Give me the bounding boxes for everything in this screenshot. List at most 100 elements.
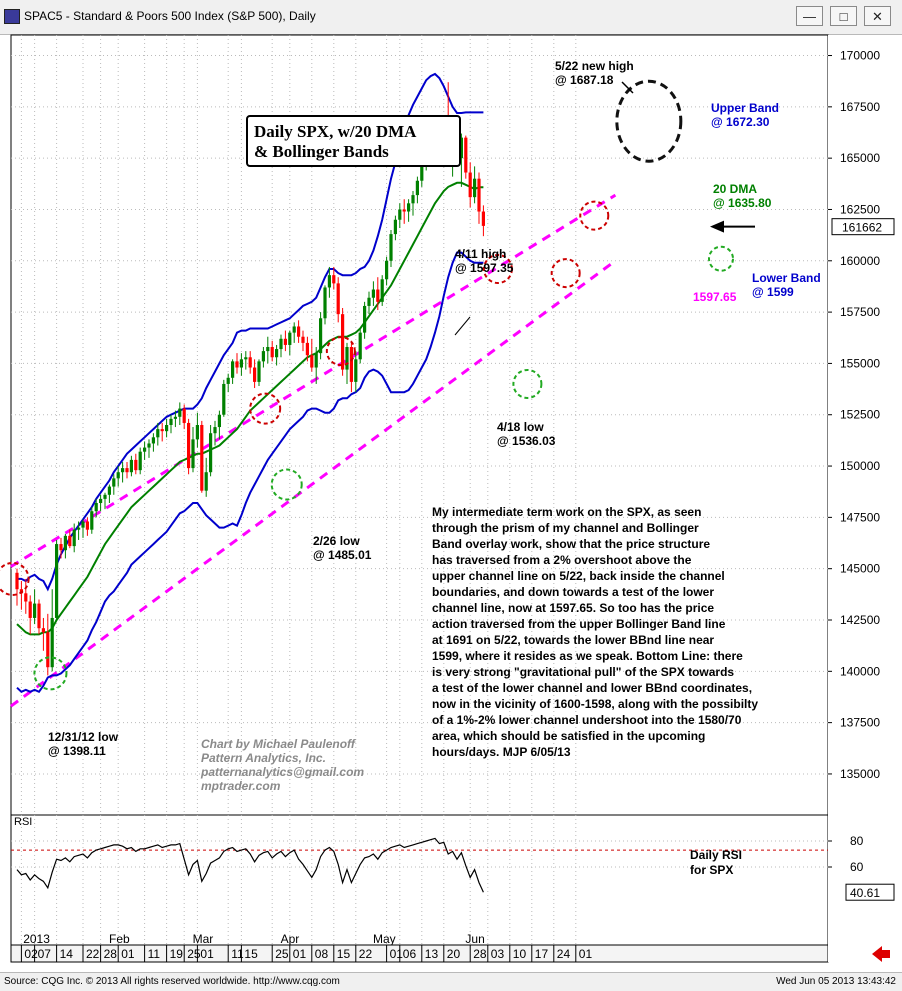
candle-body <box>222 383 226 415</box>
chart-title: Daily SPX, w/20 DMA & Bollinger Bands <box>254 122 417 161</box>
y-tick-label: 137500 <box>840 716 880 730</box>
candle-body <box>270 347 274 358</box>
candle-body <box>68 535 72 547</box>
price-axis-area <box>828 35 900 962</box>
last-price-tag <box>831 218 895 236</box>
candle-body <box>121 468 125 473</box>
upper-channel-line <box>10 193 617 568</box>
y-tick-label: 142500 <box>840 613 880 627</box>
candle-body <box>231 361 235 378</box>
new-high-ellipse <box>615 79 683 163</box>
candle-body <box>151 437 155 444</box>
x-tick-label: 03 <box>491 947 505 961</box>
rsi-panel-label: RSI <box>14 816 32 828</box>
candle-body <box>213 427 217 434</box>
candle-body <box>345 347 349 370</box>
candle-body <box>253 367 257 382</box>
x-tick-label: 11 <box>231 947 244 961</box>
annotation-1231-low: 12/31/12 low @ 1398.11 <box>48 730 119 758</box>
x-tick-label: 11 <box>148 947 161 961</box>
annotation-226-low: 2/26 low @ 1485.01 <box>313 534 372 562</box>
x-tick-label: 10 <box>513 947 527 961</box>
candle-body <box>393 219 397 235</box>
x-tick-label: 15 <box>244 947 258 961</box>
maximize-button[interactable]: □ <box>830 6 857 26</box>
candle-body <box>288 332 292 345</box>
x-tick-label: 01 <box>579 947 593 961</box>
y-tick-label: 162500 <box>840 202 880 216</box>
highlight-circle-apr <box>550 258 581 289</box>
candle-body <box>363 305 367 333</box>
candle-body <box>94 503 98 512</box>
x-tick-label: 24 <box>557 947 571 961</box>
rsi-tick-label: 80 <box>850 834 864 848</box>
candle-body <box>266 347 270 352</box>
candle-body <box>28 601 32 618</box>
candle-body <box>63 535 67 551</box>
y-tick-label: 160000 <box>840 254 880 268</box>
candle-body <box>50 617 54 668</box>
month-label: Feb <box>109 932 130 946</box>
month-label: Mar <box>193 932 214 946</box>
candle-body <box>165 425 169 432</box>
candle-body <box>46 632 50 668</box>
lower-bollinger-band <box>16 251 484 694</box>
y-tick-label: 150000 <box>840 459 880 473</box>
x-tick-label: 28 <box>104 947 118 961</box>
x-tick-label: 25 <box>275 947 289 961</box>
y-tick-label: 135000 <box>840 767 880 781</box>
candle-body <box>204 472 208 491</box>
candle-body <box>129 459 133 473</box>
candle-body <box>195 425 199 440</box>
candle-body <box>354 359 358 382</box>
candle-body <box>72 529 76 547</box>
x-tick-label: 25 <box>187 947 201 961</box>
pointer-arrow-head <box>710 220 724 233</box>
y-tick-label: 145000 <box>840 562 880 576</box>
highlight-circle-411 <box>482 254 513 284</box>
month-label: 2013 <box>23 932 50 946</box>
candle-body <box>33 603 37 618</box>
rsi-note: Daily RSI for SPX <box>690 848 742 877</box>
highlight-circle-226 <box>270 468 303 501</box>
month-label: May <box>373 932 396 946</box>
y-tick-label: 140000 <box>840 664 880 678</box>
candle-body <box>112 478 116 487</box>
x-tick-label: 08 <box>315 947 329 961</box>
candle-body <box>169 418 173 425</box>
candle-body <box>305 342 309 356</box>
x-tick-label: 28 <box>473 947 487 961</box>
candle-body <box>55 544 59 618</box>
y-tick-label: 147500 <box>840 510 880 524</box>
x-tick-label: 01 <box>293 947 307 961</box>
candle-body <box>415 180 419 196</box>
candle-body <box>376 289 380 302</box>
candle-body <box>349 347 353 382</box>
rsi-tick-label: 60 <box>850 860 864 874</box>
candle-body <box>85 521 89 530</box>
annotation-418-low: 4/18 low @ 1536.03 <box>497 420 556 448</box>
minimize-button[interactable]: — <box>796 6 823 26</box>
chart-title-box <box>246 115 461 167</box>
app-icon <box>4 9 20 24</box>
highlight-circle-1231 <box>33 656 68 691</box>
highlight-circle-may <box>579 200 610 231</box>
x-tick-label: 13 <box>425 947 439 961</box>
candle-body <box>297 326 301 337</box>
candle-body <box>235 361 239 368</box>
candle-body <box>336 283 340 315</box>
candle-body <box>226 377 230 384</box>
highlight-circle-mar <box>325 336 356 367</box>
candle-body <box>187 422 191 469</box>
rsi-panel <box>10 814 829 946</box>
candle-body <box>248 357 252 368</box>
candle-body <box>191 439 195 469</box>
rsi-last-tag <box>845 883 895 901</box>
candle-body <box>138 451 142 471</box>
candle-body <box>310 355 314 368</box>
close-button[interactable]: ✕ <box>864 6 891 26</box>
commentary-text: My intermediate term work on the SPX, as… <box>432 505 758 759</box>
candle-body <box>257 361 261 382</box>
month-label: Jun <box>465 932 484 946</box>
candle-body <box>209 433 213 473</box>
